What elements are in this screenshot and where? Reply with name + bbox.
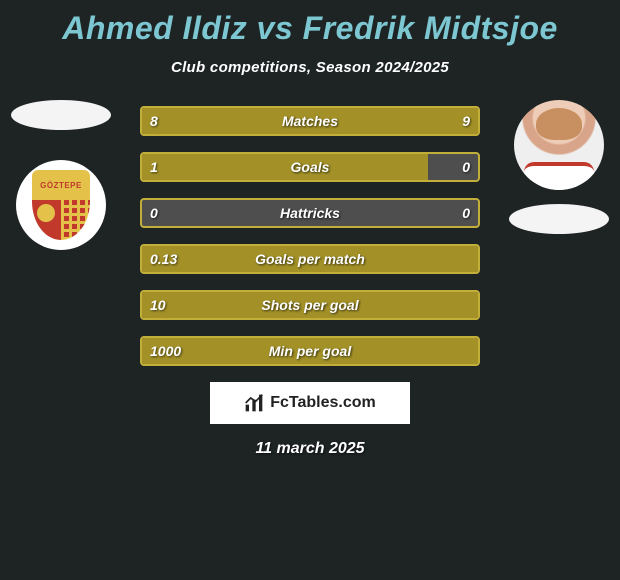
stat-bar-left bbox=[142, 292, 478, 318]
attribution-badge: FcTables.com bbox=[210, 382, 410, 424]
comparison-date: 11 march 2025 bbox=[0, 440, 620, 458]
stat-value-right: 0 bbox=[454, 200, 478, 226]
stat-row: 0.13Goals per match bbox=[140, 244, 480, 274]
stat-value-left: 1000 bbox=[142, 338, 189, 364]
right-player-column bbox=[504, 106, 614, 234]
stat-row: 10Goals bbox=[140, 152, 480, 182]
player2-photo bbox=[514, 100, 604, 190]
stat-value-left: 0.13 bbox=[142, 246, 185, 272]
stat-value-left: 0 bbox=[142, 200, 166, 226]
stat-value-left: 1 bbox=[142, 154, 166, 180]
stat-bar-left bbox=[142, 154, 428, 180]
stat-value-right: 0 bbox=[454, 154, 478, 180]
stat-row: 0 0Hattricks bbox=[140, 198, 480, 228]
player2-team-placeholder-ellipse bbox=[509, 204, 609, 234]
stat-bar-right bbox=[300, 108, 478, 134]
stat-row: 10Shots per goal bbox=[140, 290, 480, 320]
stat-label: Hattricks bbox=[142, 200, 478, 226]
stat-row: 1000Min per goal bbox=[140, 336, 480, 366]
stat-row: 89Matches bbox=[140, 106, 480, 136]
attribution-text: FcTables.com bbox=[270, 394, 376, 412]
stat-bar-left bbox=[142, 338, 478, 364]
stat-bar-left bbox=[142, 246, 478, 272]
team-badge-text: GÖZTEPE bbox=[40, 181, 82, 190]
team-shield-icon: GÖZTEPE bbox=[32, 170, 90, 240]
fctables-logo-icon bbox=[244, 393, 264, 413]
player1-team-badge: GÖZTEPE bbox=[16, 160, 106, 250]
stats-bars: 89Matches10Goals00Hattricks0.13Goals per… bbox=[140, 106, 480, 366]
left-player-column: GÖZTEPE bbox=[6, 106, 116, 250]
stat-value-left: 8 bbox=[142, 108, 166, 134]
page-title: Ahmed Ildiz vs Fredrik Midtsjoe bbox=[0, 0, 620, 47]
subtitle: Club competitions, Season 2024/2025 bbox=[0, 59, 620, 76]
stat-value-right: 9 bbox=[454, 108, 478, 134]
stat-value-left: 10 bbox=[142, 292, 174, 318]
player1-placeholder-ellipse bbox=[11, 100, 111, 130]
comparison-content: GÖZTEPE 89Matches10Goals00Hattricks0.13G… bbox=[0, 106, 620, 458]
